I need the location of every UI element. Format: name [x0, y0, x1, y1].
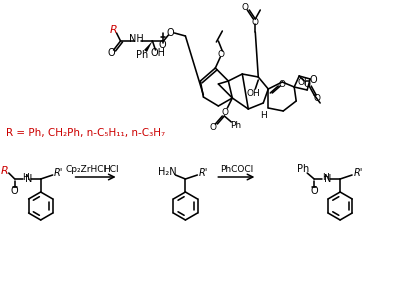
Text: O: O	[314, 93, 321, 103]
Text: NH: NH	[129, 34, 144, 44]
Text: H: H	[322, 173, 328, 181]
Text: Ph: Ph	[297, 164, 309, 174]
Text: OH: OH	[246, 88, 260, 98]
Polygon shape	[144, 41, 152, 52]
Text: OH: OH	[151, 48, 166, 58]
Text: O: O	[279, 79, 286, 88]
Text: O: O	[218, 49, 225, 59]
Text: H: H	[260, 111, 267, 119]
Text: R: R	[1, 166, 9, 176]
Text: HCl: HCl	[103, 165, 118, 173]
Text: Ph: Ph	[230, 121, 241, 129]
Text: O: O	[252, 18, 259, 26]
Text: O: O	[11, 186, 18, 196]
Text: N: N	[324, 174, 332, 184]
Text: O: O	[310, 186, 318, 196]
Text: N: N	[25, 174, 32, 184]
Text: H: H	[22, 173, 29, 181]
Text: O: O	[167, 28, 174, 38]
Text: R = Ph, CH₂Ph, n-C₅H₁₁, n-C₃H₇: R = Ph, CH₂Ph, n-C₅H₁₁, n-C₃H₇	[6, 128, 165, 138]
Text: O: O	[210, 123, 217, 131]
Text: O: O	[242, 3, 249, 11]
Text: OH: OH	[297, 78, 311, 86]
Text: Cp₂ZrHCl: Cp₂ZrHCl	[65, 165, 106, 173]
Text: R': R'	[199, 168, 208, 178]
Text: R': R'	[54, 168, 63, 178]
Text: O: O	[159, 40, 166, 50]
Text: Ph: Ph	[136, 50, 149, 60]
Text: R': R'	[353, 168, 363, 178]
Text: O: O	[108, 48, 115, 58]
Text: O: O	[309, 75, 317, 85]
Text: R: R	[110, 25, 118, 35]
Text: H₂N: H₂N	[158, 167, 177, 177]
Text: PhCOCl: PhCOCl	[220, 165, 253, 173]
Text: O: O	[222, 108, 229, 116]
Text: O: O	[304, 79, 311, 88]
